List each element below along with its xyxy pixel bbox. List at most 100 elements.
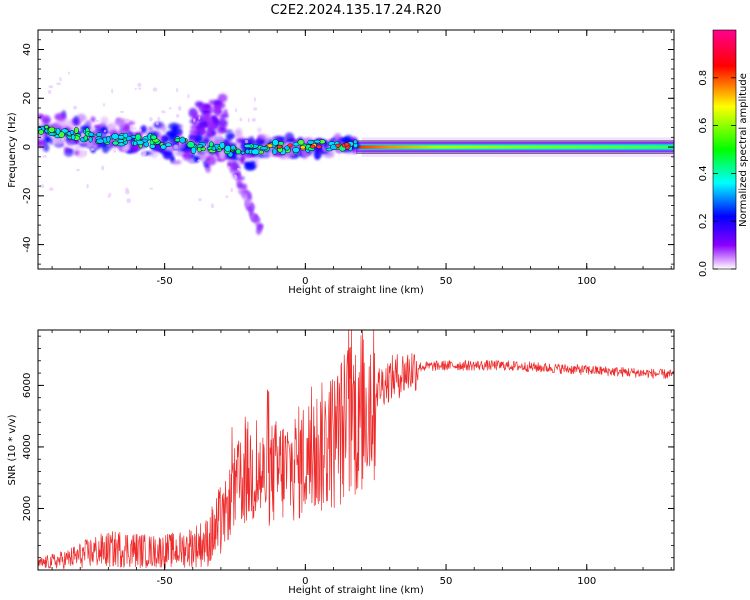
spectrum-speckle [196, 116, 205, 123]
spectrum-hot-core [309, 144, 316, 149]
spectrum-core [292, 147, 300, 153]
spectrum-speckle [100, 116, 109, 125]
spectrum-core [243, 143, 252, 149]
spectrum-speckle [173, 144, 179, 150]
spectrum-speckle [236, 152, 242, 160]
spectrum-speckle [106, 133, 111, 137]
spectrum-core [259, 146, 269, 151]
spectrum-core [95, 138, 105, 144]
spectrum-speckle [41, 115, 51, 125]
spectrum-speckle [81, 141, 93, 145]
spectrum-speckle [209, 122, 217, 130]
x-tick-label: 0 [302, 576, 308, 587]
spectrum-core [88, 131, 94, 137]
spectrum-speckle [244, 162, 257, 171]
spectrum-speckle [253, 97, 256, 102]
spectrum-speckle [147, 126, 154, 132]
spectrum-speckle [195, 124, 202, 130]
spectrogram-marks [38, 71, 674, 235]
figure-title: C2E2.2024.135.17.24.R20 [270, 3, 441, 18]
spectrum-speckle [90, 147, 95, 151]
spectrum-core [55, 128, 61, 135]
spectrum-speckle [67, 71, 71, 75]
spectrum-core [69, 130, 75, 135]
spectrogram-x-ticks: -50 0 50 100 [51, 30, 672, 287]
colorbar: 0.0 0.2 0.4 0.6 0.8 Normalized spectral ampl… [698, 29, 749, 277]
spectrum-speckle [238, 183, 243, 188]
spectrum-speckle [43, 143, 50, 153]
spectrum-speckle [210, 203, 215, 209]
spectrum-speckle [253, 107, 258, 111]
spectrum-speckle [237, 167, 241, 171]
spectrum-core [88, 136, 93, 143]
spectrum-speckle [239, 117, 243, 122]
spectrum-speckle [208, 136, 217, 142]
spectrum-speckle [256, 223, 264, 229]
colorbar-gradient [712, 29, 737, 270]
spectrum-speckle [218, 150, 226, 161]
y-tick-label: -20 [22, 188, 33, 204]
colorbar-tick-label: 0.0 [698, 261, 709, 277]
spectrum-hot-core [267, 143, 273, 148]
spectrum-speckle [173, 150, 178, 154]
spectrum-speckle [257, 127, 262, 133]
spectrum-core [297, 139, 305, 146]
spectrum-speckle [176, 113, 180, 118]
spectrum-speckle [247, 117, 250, 123]
spectrum-speckle [56, 82, 61, 86]
spectrum-speckle [155, 121, 159, 126]
spectrum-core [150, 134, 157, 140]
spectrogram-panel: -50 0 50 100 -40 -20 0 20 40 Height of straight… [7, 29, 675, 296]
spectrum-core [240, 150, 246, 155]
spectrum-speckle [58, 119, 65, 127]
spectrum-speckle [119, 124, 131, 131]
spectrum-speckle [113, 149, 117, 153]
spectrum-speckle [242, 191, 247, 200]
spectrum-speckle [179, 142, 186, 150]
spectrum-speckle [42, 155, 47, 158]
spectrum-speckle [215, 135, 222, 141]
spectrum-core [186, 141, 195, 149]
x-tick-label: 100 [577, 276, 596, 287]
spectrum-core [149, 143, 156, 149]
spectrum-speckle [86, 184, 89, 189]
y-tick-label: 0 [22, 144, 33, 150]
spectrum-speckle [54, 112, 67, 121]
snr-x-label: Height of straight line (km) [288, 585, 424, 596]
x-tick-label: 50 [440, 276, 453, 287]
spectrum-speckle [199, 129, 208, 134]
y-tick-label: 6000 [22, 373, 33, 398]
spectrum-hot-core [287, 143, 293, 148]
spectrum-core [96, 132, 103, 138]
spectrum-speckle [234, 132, 237, 136]
spectrum-speckle [251, 118, 256, 122]
spectrum-core [112, 140, 119, 146]
x-tick-label: 100 [577, 576, 596, 587]
spectrum-speckle [84, 150, 87, 156]
spectrum-speckle [215, 105, 221, 114]
spectrum-speckle [235, 127, 243, 138]
spectrum-speckle [243, 158, 253, 163]
spectrum-speckle [87, 144, 98, 150]
spectrum-speckle [197, 159, 201, 162]
spectrum-core [313, 139, 321, 144]
x-tick-label: 50 [440, 576, 453, 587]
y-tick-label: 2000 [22, 496, 33, 521]
spectrum-speckle [234, 108, 237, 113]
spectrum-speckle [72, 105, 78, 110]
spectrum-hot-core [344, 142, 350, 147]
spectrum-speckle [198, 116, 201, 120]
spectrum-core [353, 139, 358, 145]
spectrum-hot-core [335, 143, 341, 148]
spectrum-speckle [176, 88, 179, 93]
spectrum-core [224, 144, 232, 153]
spectrum-speckle [73, 115, 79, 126]
spectrum-core [196, 144, 204, 148]
spectrum-speckle [117, 129, 126, 134]
spectrum-hot-core [316, 144, 322, 149]
spectrum-speckle [244, 197, 249, 207]
spectrum-speckle [227, 166, 230, 169]
spectrum-core [48, 132, 56, 137]
snr-x-ticks: -50 0 50 100 [51, 330, 672, 587]
